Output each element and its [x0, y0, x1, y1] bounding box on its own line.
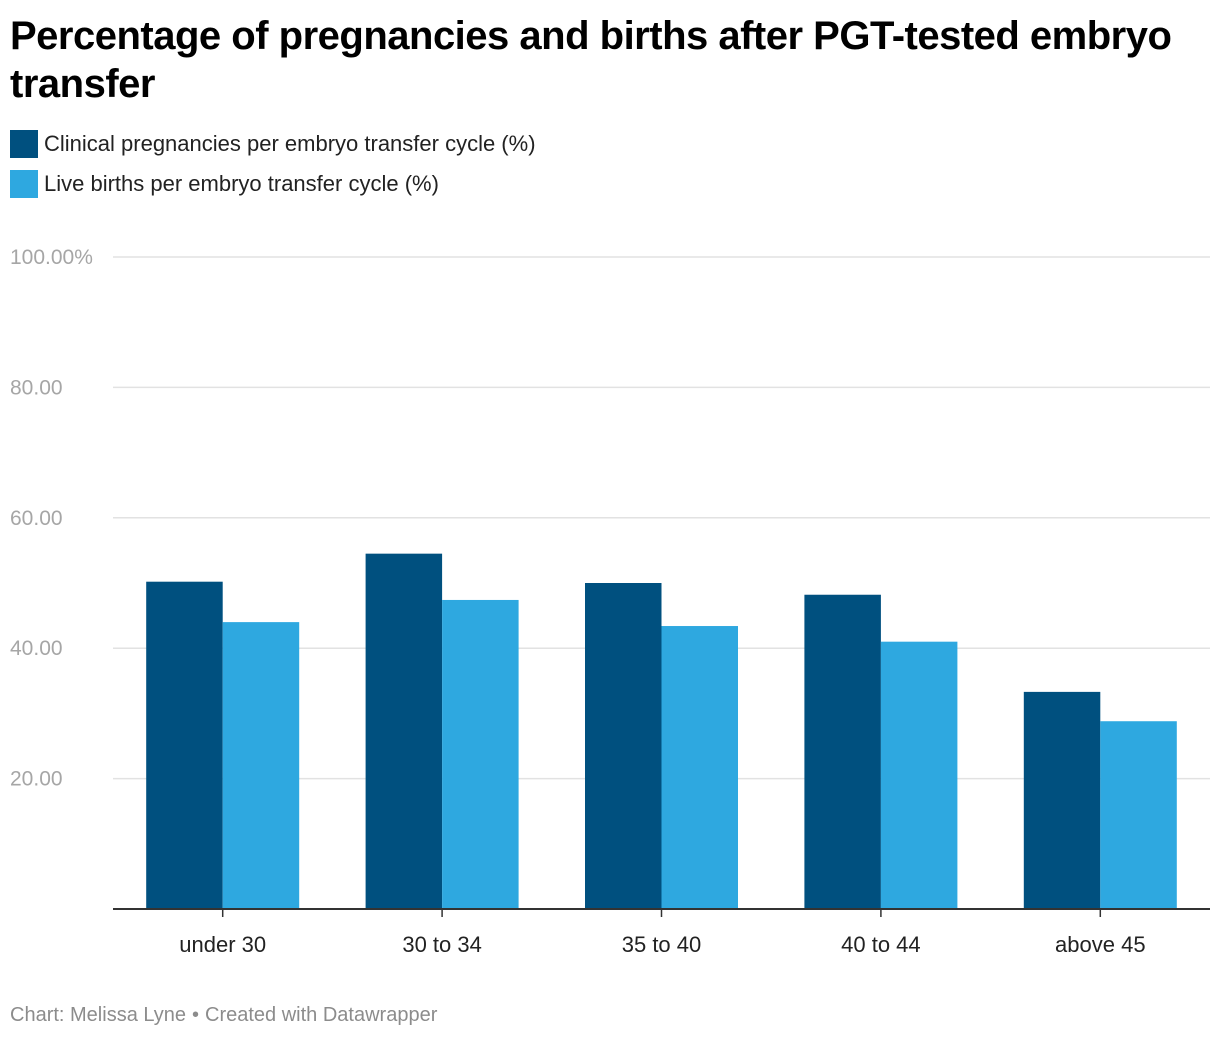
legend-item-clinical-pregnancies: Clinical pregnancies per embryo transfer… [10, 130, 536, 158]
x-tick-label-above-45: above 45 [1055, 932, 1146, 957]
footer-source: Chart: Melissa Lyne [10, 1004, 186, 1026]
bar-35-to-40-series-1 [585, 583, 662, 909]
x-tick-label-35-to-40: 35 to 40 [622, 932, 702, 957]
legend-label-live-births: Live births per embryo transfer cycle (%… [44, 171, 439, 196]
legend-swatch-live-births [10, 170, 38, 198]
legend-swatch-clinical-pregnancies [10, 130, 38, 158]
bar-40-to-44-series-1 [804, 594, 881, 909]
bar-above-45-series-1 [1023, 691, 1101, 909]
legend-label-clinical-pregnancies: Clinical pregnancies per embryo transfer… [44, 131, 536, 156]
bar-35-to-40-series-2 [661, 626, 738, 909]
y-tick-label-20: 20.00 [10, 768, 63, 791]
bar-under-30-series-1 [146, 581, 223, 909]
chart-legend: Clinical pregnancies per embryo transfer… [10, 130, 536, 210]
bar-above-45-series-2 [1100, 721, 1177, 909]
y-tick-label-60: 60.00 [10, 507, 63, 530]
bar-30-to-34-series-1 [365, 553, 443, 909]
x-tick-label-under-30: under 30 [179, 932, 266, 957]
x-tick-label-30-to-34: 30 to 34 [402, 932, 482, 957]
bar-30-to-34-series-2 [442, 599, 519, 909]
chart-title: Percentage of pregnancies and births aft… [10, 14, 1172, 106]
bar-40-to-44-series-2 [880, 641, 958, 909]
legend-item-live-births: Live births per embryo transfer cycle (%… [10, 170, 536, 198]
bar-under-30-series-2 [222, 622, 300, 909]
y-tick-label-100: 100.00% [10, 246, 93, 269]
footer-credit: Created with Datawrapper [205, 1004, 438, 1026]
footer-separator: • [192, 1004, 200, 1026]
chart-footer: Chart: Melissa Lyne • Created with Datawra… [10, 1004, 437, 1027]
y-tick-label-40: 40.00 [10, 637, 63, 660]
y-tick-label-80: 80.00 [10, 376, 63, 399]
x-tick-label-40-to-44: 40 to 44 [841, 932, 921, 957]
